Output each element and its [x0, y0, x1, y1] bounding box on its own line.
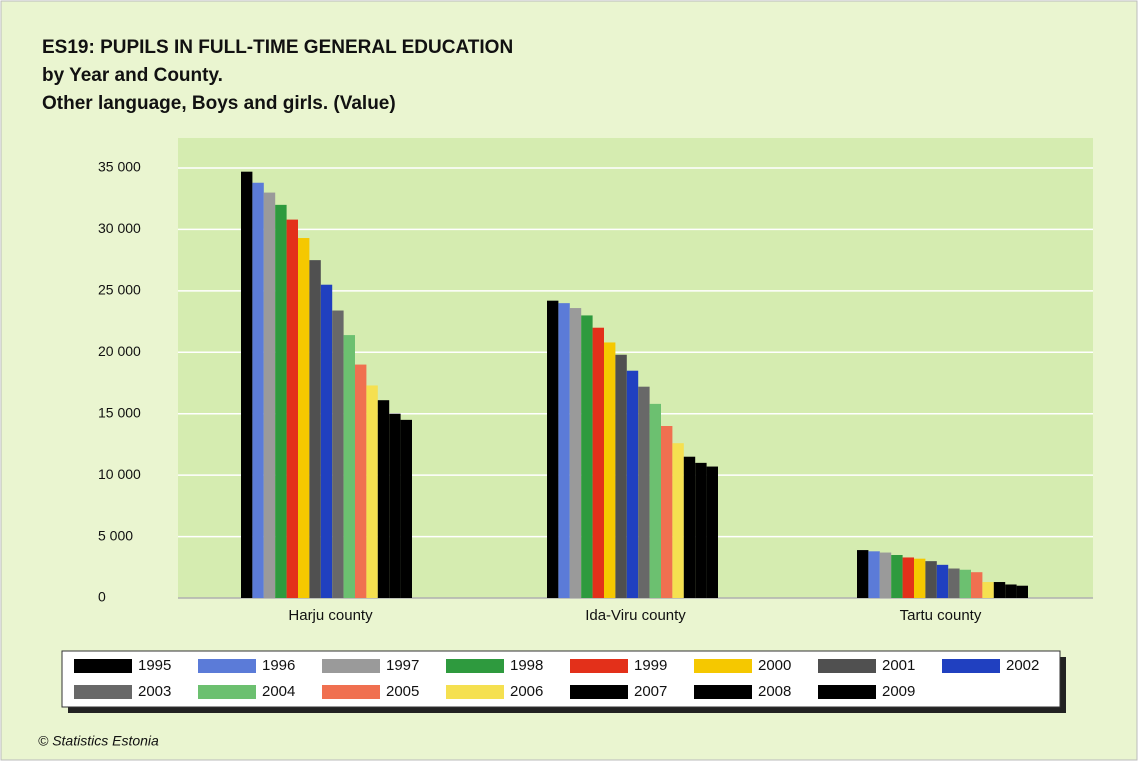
legend-swatch	[446, 685, 504, 699]
bar	[275, 204, 287, 598]
legend-label: 2003	[138, 683, 171, 700]
bar	[925, 561, 937, 598]
y-tick-label: 25 000	[98, 282, 141, 298]
bar	[343, 335, 355, 598]
bar	[626, 370, 639, 598]
bar	[971, 572, 983, 598]
chart-subtitle: by Year and County.	[42, 65, 223, 86]
bar	[982, 582, 994, 598]
legend-swatch	[818, 685, 876, 699]
bar	[868, 551, 880, 598]
x-tick-label: Harju county	[288, 607, 373, 624]
y-tick-label: 5 000	[98, 527, 133, 543]
y-tick-label: 30 000	[98, 220, 141, 236]
bar	[1016, 585, 1028, 598]
bar	[332, 310, 344, 598]
y-tick-label: 15 000	[98, 404, 141, 420]
source: © Statistics Estonia	[38, 733, 159, 749]
legend-label: 1998	[510, 657, 543, 674]
bar	[1005, 584, 1017, 598]
chart-title: ES19: PUPILS IN FULL-TIME GENERAL EDUCAT…	[42, 37, 513, 58]
legend-swatch	[198, 659, 256, 673]
bar	[558, 303, 570, 598]
bar	[298, 238, 310, 598]
legend-label: 2006	[510, 683, 543, 700]
y-tick-label: 20 000	[98, 343, 141, 359]
bar	[948, 568, 960, 598]
legend-swatch	[818, 659, 876, 673]
legend-swatch	[446, 659, 504, 673]
bar	[936, 564, 949, 598]
bar	[857, 550, 869, 598]
x-tick-label: Tartu county	[900, 607, 982, 624]
legend-label: 1996	[262, 657, 295, 674]
bar	[366, 385, 378, 598]
legend-swatch	[694, 685, 752, 699]
legend-label: 2002	[1006, 657, 1039, 674]
bar	[286, 219, 298, 598]
bar	[604, 342, 616, 598]
legend-label: 2008	[758, 683, 791, 700]
legend-label: 1999	[634, 657, 667, 674]
legend-label: 2009	[882, 683, 915, 700]
legend-label: 2001	[882, 657, 915, 674]
legend-swatch	[694, 659, 752, 673]
bar	[309, 260, 321, 598]
x-tick-label: Ida-Viru county	[585, 607, 686, 624]
chart-subtitle: Other language, Boys and girls. (Value)	[42, 93, 396, 114]
bar	[569, 308, 582, 598]
bar	[695, 462, 707, 598]
bar	[672, 443, 684, 598]
legend-label: 1995	[138, 657, 171, 674]
bar	[400, 419, 412, 598]
legend-swatch	[942, 659, 1000, 673]
bar	[706, 466, 718, 598]
bar	[683, 456, 696, 598]
bar	[649, 403, 661, 598]
bar	[902, 557, 914, 598]
bar	[389, 413, 401, 598]
bar	[615, 354, 627, 598]
bar	[377, 400, 390, 598]
legend-swatch	[74, 659, 132, 673]
y-tick-label: 35 000	[98, 159, 141, 175]
bar	[959, 569, 971, 598]
bar	[581, 315, 593, 598]
bar	[993, 582, 1006, 598]
bar	[263, 192, 276, 599]
bar	[914, 558, 926, 598]
legend-label: 1997	[386, 657, 419, 674]
bar	[241, 171, 253, 598]
legend-swatch	[322, 659, 380, 673]
bar	[252, 182, 264, 598]
bar	[879, 552, 892, 598]
bar	[547, 300, 559, 598]
y-tick-label: 0	[98, 589, 106, 605]
legend-label: 2007	[634, 683, 667, 700]
y-tick-label: 10 000	[98, 466, 141, 482]
bar	[355, 364, 367, 598]
legend-label: 2005	[386, 683, 419, 700]
bar	[320, 284, 333, 598]
legend-label: 2004	[262, 683, 295, 700]
bar	[891, 555, 903, 598]
bar	[592, 327, 604, 598]
bar	[638, 386, 650, 598]
legend-swatch	[74, 685, 132, 699]
legend-label: 2000	[758, 657, 791, 674]
legend-swatch	[570, 659, 628, 673]
legend-swatch	[322, 685, 380, 699]
legend-swatch	[570, 685, 628, 699]
legend-swatch	[198, 685, 256, 699]
bar	[661, 426, 673, 598]
